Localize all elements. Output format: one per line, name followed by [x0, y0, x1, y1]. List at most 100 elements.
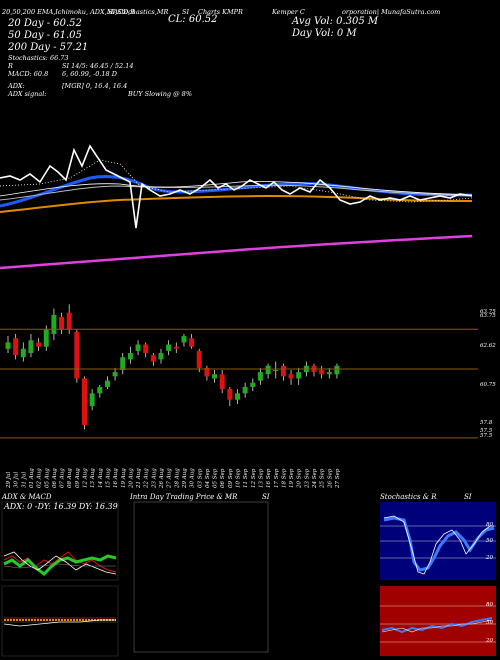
- header-title-4: Charts KMPR: [198, 8, 243, 16]
- date-axis-label: 07 Aug: [60, 468, 66, 488]
- candle-body: [89, 393, 95, 407]
- candle-body: [66, 312, 72, 330]
- candle-body: [235, 393, 240, 400]
- candle-body: [82, 378, 87, 426]
- candle-body: [120, 357, 126, 370]
- candle-body: [74, 331, 80, 379]
- candle-body: [319, 370, 325, 375]
- stoch-panel-title: Stochastics & R: [380, 493, 437, 501]
- candle-body: [104, 380, 110, 387]
- price-axis-label: 57.5: [480, 428, 493, 434]
- rsi-tick-80: 80: [486, 602, 493, 608]
- rsi-tick-50: 50: [486, 620, 493, 626]
- ema50-line: [0, 194, 473, 213]
- candle-body: [250, 382, 256, 387]
- candle-body: [212, 374, 218, 379]
- close-price: CL: 60.52: [168, 14, 218, 25]
- date-axis-label: 09 Sep: [228, 468, 234, 488]
- candle-body: [280, 365, 286, 377]
- candle-body: [196, 350, 202, 368]
- candle-body: [181, 336, 187, 343]
- intraday-panel-title: Intra Day Trading Price & MR: [130, 493, 238, 501]
- price-axis-label: 63.75: [480, 309, 496, 315]
- candle-body: [112, 372, 118, 377]
- date-axis-label: 13 Aug: [90, 468, 96, 488]
- price-axis-label: 57.8: [480, 420, 493, 426]
- candles-group: [5, 304, 340, 430]
- candle-body: [97, 386, 103, 394]
- ema200-line: [0, 234, 473, 270]
- header-title-2: SI,Stochastics,MR: [108, 8, 169, 16]
- rsi-r-label: R: [8, 62, 13, 70]
- price-axis-label: 57.5: [480, 433, 493, 439]
- candle-body: [288, 374, 294, 379]
- date-axis-label: 02 Aug: [37, 468, 43, 488]
- candle-body: [127, 353, 133, 360]
- candle-body: [296, 372, 302, 379]
- date-axis-label: 03 Sep: [197, 468, 203, 488]
- date-axis-label: 25 Sep: [320, 468, 326, 489]
- intraday-panel-title-b: SI: [262, 493, 270, 501]
- stoch-tick-20: 20: [486, 555, 493, 561]
- date-axis-label: 10 Sep: [236, 468, 242, 488]
- candle-body: [257, 372, 263, 381]
- macd-label: MACD: 60.8: [8, 70, 49, 78]
- date-axis-label: 30 Jul: [14, 472, 20, 488]
- stoch-panel-title-b: SI: [464, 493, 472, 501]
- date-axis-label: 26 Aug: [159, 468, 165, 489]
- candle-body: [143, 344, 149, 354]
- candle-body: [219, 374, 225, 390]
- date-axis-label: 20 Aug: [128, 468, 134, 489]
- date-axis-label: 30 Aug: [190, 468, 196, 488]
- ema20-label: 20 Day - 60.52: [8, 18, 82, 29]
- date-axis-label: 06 Aug: [52, 468, 58, 488]
- candle-body: [173, 346, 179, 349]
- candle-body: [135, 344, 141, 351]
- header-title-5: Kemper C: [272, 8, 305, 16]
- header-title-1: 20,50,200 EMA,Ichimoku, ADX,MACD,B: [2, 8, 135, 16]
- date-axis-label: 05 Aug: [44, 468, 50, 488]
- buy-signal: BUY Slowing @ 8%: [128, 90, 192, 98]
- candle-body: [20, 348, 26, 358]
- date-axis-label: 23 Aug: [151, 468, 157, 489]
- date-axis-label: 16 Aug: [113, 468, 119, 488]
- candle-body: [265, 365, 271, 375]
- date-axis-label: 24 Sep: [312, 468, 318, 489]
- date-axis-label: 06 Sep: [220, 468, 226, 488]
- candle-body: [242, 386, 248, 394]
- candle-body: [273, 370, 279, 371]
- date-axis-label: 11 Sep: [243, 468, 249, 488]
- stochastics-label: Stochastics: 66.73: [8, 54, 69, 62]
- ema20-blue-line: [0, 174, 473, 208]
- candle-body: [5, 342, 11, 349]
- candle-body: [326, 372, 332, 375]
- date-axis-label: 26 Sep: [327, 468, 333, 489]
- date-axis-label: 22 Aug: [144, 468, 150, 489]
- date-axis-label: 16 Sep: [266, 468, 272, 488]
- candle-body: [150, 355, 156, 362]
- date-axis-label: 12 Sep: [251, 468, 257, 488]
- date-axis-label: 18 Sep: [281, 468, 287, 488]
- candle-body: [189, 338, 195, 347]
- rsi-values: SI 14/5: 46.45 / 52.14: [62, 62, 134, 70]
- date-axis-label: 13 Sep: [258, 468, 264, 488]
- dotted-line: [0, 159, 473, 203]
- date-axis-label: 21 Aug: [136, 468, 142, 489]
- date-axis-label: 27 Sep: [335, 468, 341, 489]
- candle-body: [204, 367, 210, 377]
- date-axis-label: 09 Aug: [75, 468, 81, 488]
- date-axis-label: 12 Aug: [83, 468, 89, 488]
- candle-body: [36, 342, 42, 347]
- ema-grey-line: [0, 184, 473, 201]
- date-axis-label: 27 Aug: [167, 468, 173, 489]
- candle-body: [334, 365, 340, 375]
- candle-body: [166, 344, 172, 351]
- ema-white-thin-line: [0, 181, 473, 197]
- candle-body: [13, 338, 19, 356]
- date-axis-label: 17 Sep: [274, 468, 280, 488]
- candle-body: [59, 316, 65, 330]
- price-axis-label: 62.62: [480, 343, 496, 349]
- stoch-tick-80: 80: [486, 522, 493, 528]
